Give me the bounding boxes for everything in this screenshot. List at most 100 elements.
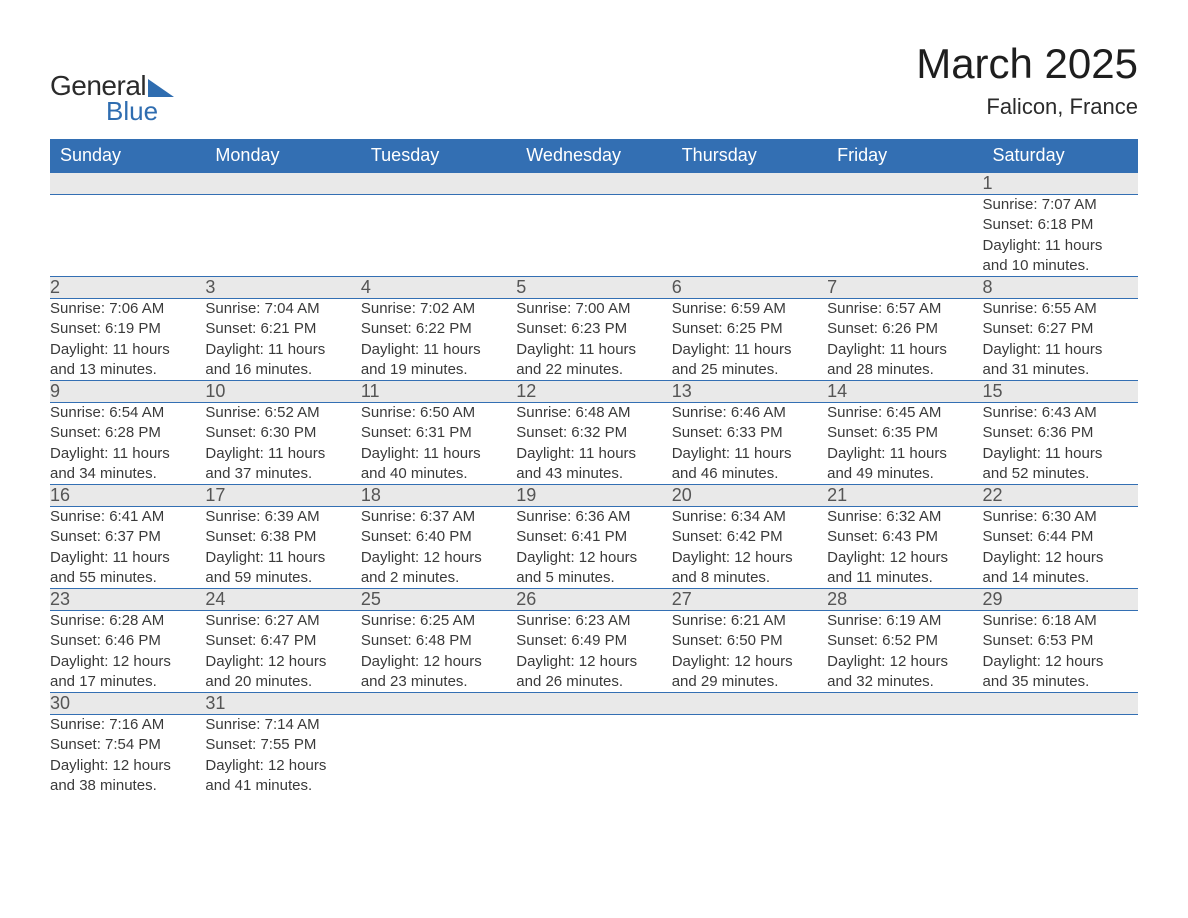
day-sunset: Sunset: 6:42 PM [672, 527, 827, 547]
week-daynum-row: 16171819202122 [50, 485, 1138, 507]
week-daynum-row: 9101112131415 [50, 381, 1138, 403]
day-number-cell: 11 [361, 381, 516, 403]
day-detail-cell [516, 195, 671, 277]
day-number-cell: 24 [205, 589, 360, 611]
day-detail-cell: Sunrise: 6:25 AMSunset: 6:48 PMDaylight:… [361, 611, 516, 693]
brand-triangle-icon [148, 79, 174, 97]
day-daylight1: Daylight: 12 hours [983, 652, 1138, 672]
day-detail-cell: Sunrise: 6:41 AMSunset: 6:37 PMDaylight:… [50, 507, 205, 589]
calendar-body: 1Sunrise: 7:07 AMSunset: 6:18 PMDaylight… [50, 173, 1138, 797]
day-daylight2: and 35 minutes. [983, 672, 1138, 692]
day-daylight2: and 2 minutes. [361, 568, 516, 588]
day-daylight2: and 52 minutes. [983, 464, 1138, 484]
day-sunset: Sunset: 6:46 PM [50, 631, 205, 651]
day-daylight2: and 31 minutes. [983, 360, 1138, 380]
day-daylight1: Daylight: 12 hours [205, 652, 360, 672]
day-daylight2: and 29 minutes. [672, 672, 827, 692]
day-daylight1: Daylight: 12 hours [672, 652, 827, 672]
day-number-cell: 6 [672, 277, 827, 299]
day-sunset: Sunset: 6:40 PM [361, 527, 516, 547]
weekday-header: Tuesday [361, 139, 516, 173]
day-daylight1: Daylight: 11 hours [50, 548, 205, 568]
day-detail-cell: Sunrise: 6:36 AMSunset: 6:41 PMDaylight:… [516, 507, 671, 589]
day-daylight2: and 14 minutes. [983, 568, 1138, 588]
day-sunset: Sunset: 7:54 PM [50, 735, 205, 755]
day-detail-cell: Sunrise: 6:30 AMSunset: 6:44 PMDaylight:… [983, 507, 1138, 589]
day-sunrise: Sunrise: 6:59 AM [672, 299, 827, 319]
day-daylight1: Daylight: 12 hours [361, 548, 516, 568]
day-detail-cell: Sunrise: 6:37 AMSunset: 6:40 PMDaylight:… [361, 507, 516, 589]
day-number-cell [516, 693, 671, 715]
day-sunrise: Sunrise: 7:04 AM [205, 299, 360, 319]
day-daylight2: and 41 minutes. [205, 776, 360, 796]
day-number-cell: 14 [827, 381, 982, 403]
day-number-cell: 10 [205, 381, 360, 403]
day-sunrise: Sunrise: 7:06 AM [50, 299, 205, 319]
day-number-cell [205, 173, 360, 195]
day-sunrise: Sunrise: 6:50 AM [361, 403, 516, 423]
day-sunrise: Sunrise: 6:23 AM [516, 611, 671, 631]
day-sunrise: Sunrise: 6:52 AM [205, 403, 360, 423]
day-number-cell: 21 [827, 485, 982, 507]
day-detail-cell: Sunrise: 6:18 AMSunset: 6:53 PMDaylight:… [983, 611, 1138, 693]
day-detail-cell: Sunrise: 6:21 AMSunset: 6:50 PMDaylight:… [672, 611, 827, 693]
day-sunrise: Sunrise: 6:32 AM [827, 507, 982, 527]
day-daylight1: Daylight: 11 hours [205, 548, 360, 568]
week-detail-row: Sunrise: 7:06 AMSunset: 6:19 PMDaylight:… [50, 299, 1138, 381]
day-daylight2: and 11 minutes. [827, 568, 982, 588]
day-detail-cell: Sunrise: 6:55 AMSunset: 6:27 PMDaylight:… [983, 299, 1138, 381]
day-number-cell: 20 [672, 485, 827, 507]
day-daylight1: Daylight: 12 hours [516, 548, 671, 568]
day-sunset: Sunset: 6:33 PM [672, 423, 827, 443]
day-sunrise: Sunrise: 6:48 AM [516, 403, 671, 423]
day-sunrise: Sunrise: 6:46 AM [672, 403, 827, 423]
day-detail-cell: Sunrise: 6:59 AMSunset: 6:25 PMDaylight:… [672, 299, 827, 381]
day-daylight1: Daylight: 11 hours [827, 340, 982, 360]
day-daylight1: Daylight: 11 hours [827, 444, 982, 464]
day-number-cell [516, 173, 671, 195]
day-sunset: Sunset: 7:55 PM [205, 735, 360, 755]
day-number-cell: 25 [361, 589, 516, 611]
day-detail-cell [672, 715, 827, 797]
day-detail-cell: Sunrise: 6:48 AMSunset: 6:32 PMDaylight:… [516, 403, 671, 485]
day-sunset: Sunset: 6:36 PM [983, 423, 1138, 443]
day-number-cell [672, 693, 827, 715]
day-daylight2: and 59 minutes. [205, 568, 360, 588]
day-number-cell: 5 [516, 277, 671, 299]
weekday-header: Monday [205, 139, 360, 173]
day-daylight2: and 8 minutes. [672, 568, 827, 588]
day-daylight1: Daylight: 11 hours [361, 444, 516, 464]
day-detail-cell [672, 195, 827, 277]
day-sunrise: Sunrise: 6:34 AM [672, 507, 827, 527]
day-number-cell: 4 [361, 277, 516, 299]
day-detail-cell: Sunrise: 6:32 AMSunset: 6:43 PMDaylight:… [827, 507, 982, 589]
day-detail-cell: Sunrise: 6:23 AMSunset: 6:49 PMDaylight:… [516, 611, 671, 693]
day-number-cell [672, 173, 827, 195]
day-number-cell [361, 173, 516, 195]
day-detail-cell [50, 195, 205, 277]
day-detail-cell: Sunrise: 6:54 AMSunset: 6:28 PMDaylight:… [50, 403, 205, 485]
day-number-cell: 12 [516, 381, 671, 403]
day-number-cell: 23 [50, 589, 205, 611]
week-daynum-row: 2345678 [50, 277, 1138, 299]
day-daylight1: Daylight: 12 hours [827, 548, 982, 568]
day-number-cell: 29 [983, 589, 1138, 611]
day-detail-cell: Sunrise: 6:46 AMSunset: 6:33 PMDaylight:… [672, 403, 827, 485]
day-sunrise: Sunrise: 7:16 AM [50, 715, 205, 735]
day-sunset: Sunset: 6:43 PM [827, 527, 982, 547]
day-number-cell: 26 [516, 589, 671, 611]
day-sunset: Sunset: 6:25 PM [672, 319, 827, 339]
week-detail-row: Sunrise: 7:07 AMSunset: 6:18 PMDaylight:… [50, 195, 1138, 277]
day-sunrise: Sunrise: 6:21 AM [672, 611, 827, 631]
day-sunrise: Sunrise: 6:39 AM [205, 507, 360, 527]
day-sunrise: Sunrise: 7:07 AM [983, 195, 1138, 215]
day-daylight1: Daylight: 11 hours [361, 340, 516, 360]
day-sunrise: Sunrise: 6:57 AM [827, 299, 982, 319]
day-detail-cell [361, 715, 516, 797]
day-sunrise: Sunrise: 7:14 AM [205, 715, 360, 735]
weekday-header: Thursday [672, 139, 827, 173]
day-sunrise: Sunrise: 6:30 AM [983, 507, 1138, 527]
day-detail-cell: Sunrise: 6:57 AMSunset: 6:26 PMDaylight:… [827, 299, 982, 381]
day-sunrise: Sunrise: 6:37 AM [361, 507, 516, 527]
brand-logo: General Blue [50, 40, 174, 127]
